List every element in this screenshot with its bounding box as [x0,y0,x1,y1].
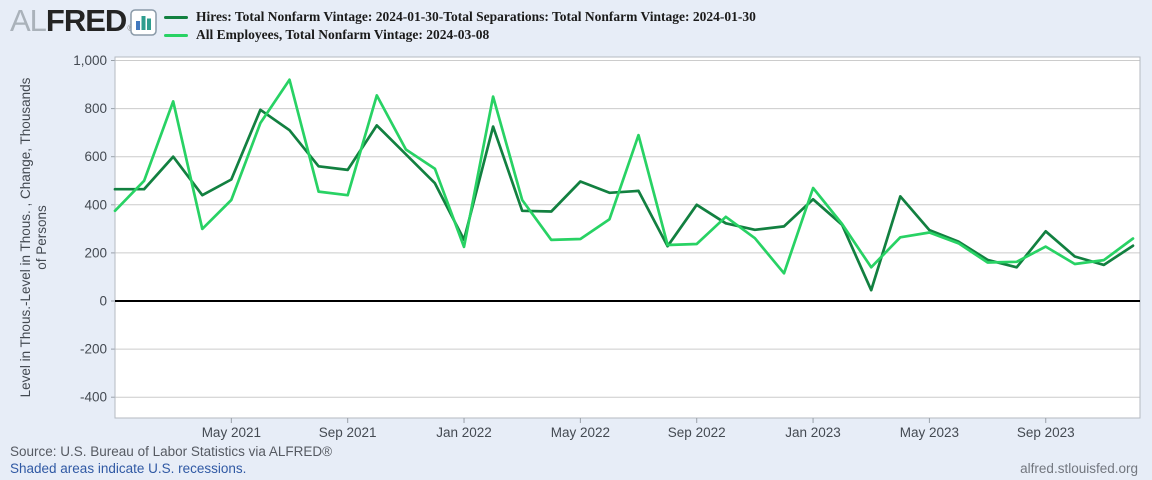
site-url: alfred.stlouisfed.org [1020,461,1138,476]
plot-area [115,57,1140,418]
series-line-all-employees [113,78,1135,275]
x-tick-label: Sep 2023 [1017,425,1075,440]
legend-item-hires-minus-separations: Hires: Total Nonfarm Vintage: 2024-01-30… [164,8,756,26]
alfred-logo-brand: FRED [45,3,127,38]
y-tick-label: -200 [80,342,107,357]
y-tick-label: 400 [84,197,107,212]
x-tick-label: Jan 2023 [785,425,841,440]
y-axis-label: Level in Thous.-Level in Thous. , Change… [18,77,33,397]
y-tick-label: -400 [80,390,107,405]
series-line-hires-minus-separations [113,108,1135,292]
recessions-link[interactable]: Shaded areas indicate U.S. recessions. [10,461,247,476]
chart-legend: Hires: Total Nonfarm Vintage: 2024-01-30… [164,8,756,44]
bar-chart-icon [130,9,157,36]
y-tick-label: 600 [84,149,107,164]
x-tick-label: May 2023 [900,425,959,440]
x-tick-label: Sep 2021 [319,425,377,440]
x-tick-label: May 2022 [551,425,610,440]
line-chart-canvas: 1,000 800 600 400 200 0 -200 -400 May 2021 Sep 20… [18,53,1141,440]
legend-label: All Employees, Total Nonfarm Vintage: 20… [196,27,490,42]
alfred-logo-prefix: AL [10,3,47,38]
plot-border [114,56,1141,419]
x-tick-label: May 2021 [202,425,261,440]
legend-swatch-dark-green [164,15,188,19]
source-attribution: Source: U.S. Bureau of Labor Statistics … [10,444,333,459]
y-tick-label: 200 [84,245,107,260]
x-tick-label: Jan 2022 [436,425,492,440]
alfred-logo: ALFRED® [10,3,134,45]
legend-label: Hires: Total Nonfarm Vintage: 2024-01-30… [196,9,756,24]
y-tick-label: 1,000 [73,53,107,68]
y-axis-label: of Persons [34,205,49,270]
y-tick-label: 0 [99,294,107,309]
x-tick-label: Sep 2022 [668,425,726,440]
legend-swatch-bright-green [164,33,188,37]
legend-item-all-employees: All Employees, Total Nonfarm Vintage: 20… [164,26,756,44]
y-tick-label: 800 [84,101,107,116]
